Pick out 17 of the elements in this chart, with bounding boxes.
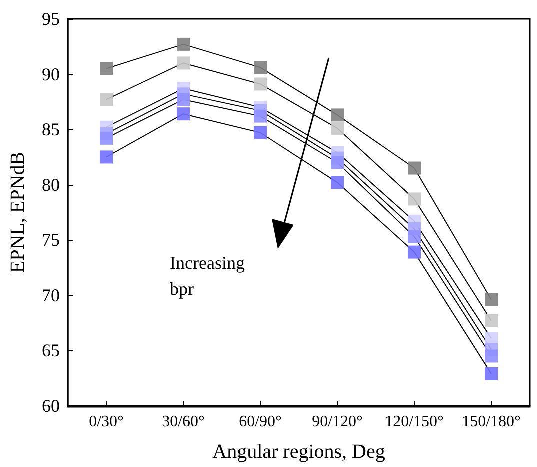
y-tick-label: 85: [42, 120, 60, 140]
y-tick-label: 60: [42, 396, 60, 416]
y-tick-label: 80: [42, 174, 60, 195]
y-tick-label: 95: [42, 9, 60, 29]
y-tick-label: 70: [42, 285, 60, 306]
x-tick-label: 120/150°: [385, 414, 444, 430]
y-tick-label: 65: [42, 340, 60, 361]
x-tick-label: 30/60°: [162, 414, 205, 430]
x-tick-label: 90/120°: [312, 414, 363, 430]
x-tick-label: 150/180°: [462, 414, 521, 430]
x-axis-title: Angular regions, Deg: [212, 441, 386, 463]
x-tick-label: 60/90°: [239, 414, 282, 430]
x-tick-label: 0/30°: [89, 414, 124, 430]
annotation: Increasing bpr: [170, 253, 250, 299]
y-axis-title: EPNL, EPNdB: [7, 152, 29, 274]
y-tick-label: 75: [42, 230, 60, 250]
y-tick-label: 90: [42, 64, 60, 84]
